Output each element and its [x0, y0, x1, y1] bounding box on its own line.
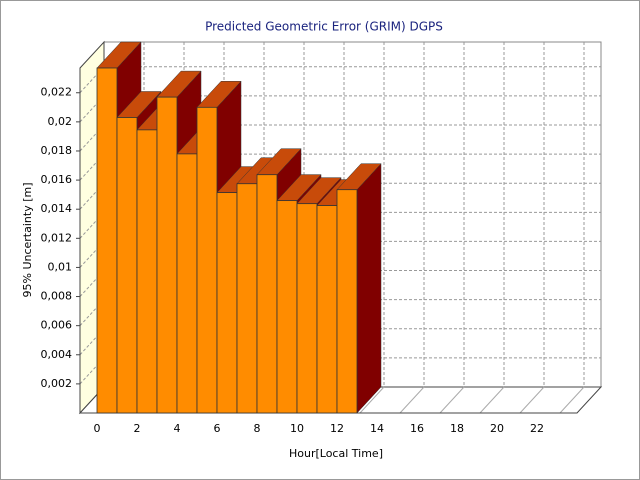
- x-tick-label: 6: [214, 422, 221, 435]
- grid-line: [79, 153, 105, 181]
- x-tick-label: 8: [254, 422, 261, 435]
- bar: [256, 174, 278, 414]
- x-tick-label: 22: [530, 422, 544, 435]
- grid-line: [79, 328, 105, 356]
- grid-line: [79, 211, 105, 239]
- x-tick-label: 20: [490, 422, 504, 435]
- y-tick-label: 0,006: [41, 319, 73, 332]
- x-tick-label: 12: [330, 422, 344, 435]
- bar: [96, 67, 118, 414]
- y-tick-label: 0,01: [48, 260, 73, 273]
- x-tick-label: 0: [94, 422, 101, 435]
- floor-grid-line: [439, 386, 465, 414]
- bar: [136, 129, 158, 414]
- floor-grid-line: [559, 386, 585, 414]
- grid-line: [79, 241, 105, 268]
- grid-line: [79, 95, 105, 123]
- grid-line: [79, 124, 105, 152]
- floor-grid-line: [519, 386, 545, 414]
- y-axis-title: 95% Uncertainty [m]: [21, 182, 34, 297]
- y-tick-label: 0,016: [41, 173, 73, 186]
- floor-grid-line: [359, 386, 385, 414]
- grid-line: [79, 66, 105, 94]
- floor-grid-line: [399, 386, 425, 414]
- x-tick-label: 18: [450, 422, 464, 435]
- floor-grid-line: [479, 386, 505, 414]
- chart-title: Predicted Geometric Error (GRIM) DGPS: [205, 20, 443, 34]
- bar: [316, 205, 338, 414]
- y-tick-label: 0,018: [41, 144, 73, 157]
- bar: [276, 200, 298, 414]
- y-tick-label: 0,02: [48, 115, 73, 128]
- y-tick-label: 0,014: [41, 202, 73, 215]
- grid-line: [79, 299, 105, 326]
- bar: [336, 189, 358, 414]
- bar: [156, 96, 178, 414]
- x-axis-title: Hour[Local Time]: [289, 447, 383, 460]
- bar: [296, 203, 318, 414]
- x-tick-label: 14: [370, 422, 384, 435]
- x-tick-label: 4: [174, 422, 181, 435]
- grid-line: [79, 357, 105, 385]
- grid-line: [79, 270, 105, 297]
- x-tick-label: 2: [134, 422, 141, 435]
- y-tick-label: 0,022: [41, 86, 73, 99]
- bar-side: [356, 163, 382, 414]
- bar: [116, 117, 138, 414]
- x-tick-label: 10: [290, 422, 304, 435]
- bar: [236, 183, 258, 414]
- y-tick-label: 0,004: [41, 348, 73, 361]
- bar: [176, 153, 198, 414]
- bar: [216, 192, 238, 414]
- grid-line: [79, 182, 105, 210]
- x-tick-label: 16: [410, 422, 424, 435]
- y-tick-label: 0,008: [41, 290, 73, 303]
- bar: [196, 106, 218, 414]
- y-tick-label: 0,002: [41, 377, 73, 390]
- y-tick-label: 0,012: [41, 231, 73, 244]
